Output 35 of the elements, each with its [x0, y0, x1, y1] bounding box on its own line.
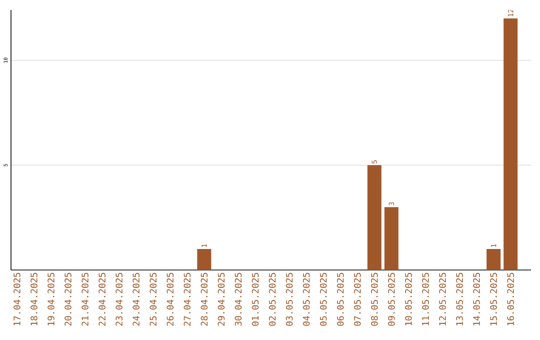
x-tick-label: 23.04.2025	[116, 272, 122, 326]
x-tick-label: 20.04.2025	[64, 272, 72, 326]
bar	[197, 249, 212, 270]
x-tick-label: 02.05.2025	[268, 272, 276, 326]
x-tick-label: 08.05.2025	[371, 272, 378, 326]
x-tick-label: 22.04.2025	[98, 272, 106, 326]
x-tick-label: 29.04.2025	[218, 272, 225, 326]
x-tick-label: 01.05.2025	[252, 272, 259, 326]
x-tick-label: 21.04.2025	[82, 272, 88, 326]
x-tick-label: 16.05.2025	[507, 272, 514, 326]
x-tick-label: 10.05.2025	[405, 272, 412, 326]
x-tick-label: 03.05.2025	[286, 272, 293, 326]
x-tick-label: 26.04.2025	[166, 272, 174, 326]
bar	[384, 207, 398, 270]
x-tick-label: 18.04.2025	[30, 272, 38, 326]
x-tick-label: 14.05.2025	[473, 272, 480, 326]
x-tick-label: 04.05.2025	[302, 272, 310, 326]
x-tick-label: 09.05.2025	[388, 272, 395, 326]
x-tick-label: 06.05.2025	[336, 272, 344, 326]
x-tick-label: 30.04.2025	[234, 272, 242, 326]
x-tick-label: 24.04.2025	[132, 272, 140, 326]
x-tick-label: 07.05.2025	[354, 272, 361, 326]
x-tick-label: 28.04.2025	[200, 272, 208, 326]
x-tick-label: 17.04.2025	[14, 272, 20, 326]
bar	[504, 18, 518, 270]
x-tick-label: 27.04.2025	[184, 272, 191, 326]
bar	[486, 249, 501, 270]
x-tick-label: 15.05.2025	[490, 272, 497, 326]
x-tick-label: 19.04.2025	[48, 272, 54, 326]
x-tick-label: 13.05.2025	[456, 272, 463, 326]
x-tick-label: 11.05.2025	[422, 272, 429, 326]
x-tick-label: 05.05.2025	[320, 272, 327, 326]
x-tick-label: 12.05.2025	[439, 272, 446, 326]
bar	[367, 165, 382, 270]
x-tick-label: 25.04.2025	[150, 272, 157, 326]
